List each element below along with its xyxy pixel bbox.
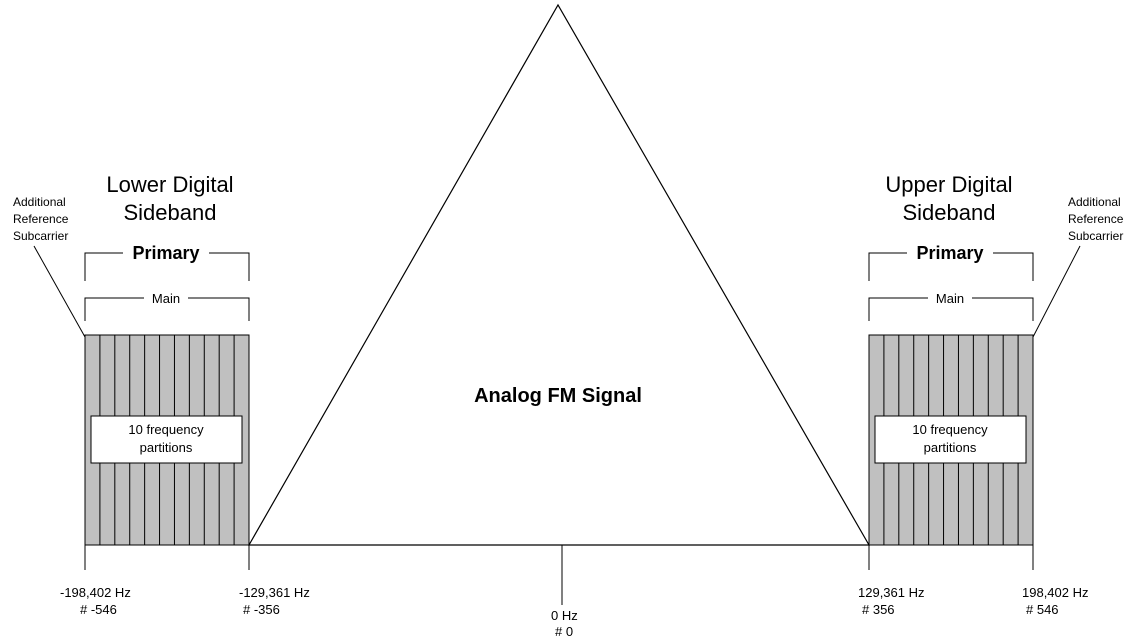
upper-inner-freq-label: 129,361 Hz: [858, 585, 925, 600]
upper-ref-label-line2: Reference: [1068, 212, 1124, 226]
center-freq-label: 0 Hz: [551, 608, 578, 623]
lower-ref-label-line1: Additional: [13, 195, 66, 209]
upper-inner-num-label: # 356: [862, 602, 895, 617]
lower-outer-num-label: # -546: [80, 602, 117, 617]
lower-ref-label-line2: Reference: [13, 212, 69, 226]
analog-fm-label: Analog FM Signal: [474, 385, 642, 407]
lower-ref-label-line3: Subcarrier: [13, 229, 68, 243]
upper-outer-freq-label: 198,402 Hz: [1022, 585, 1089, 600]
lower-partitions-label-line1: 10 frequency: [128, 422, 204, 437]
lower-primary-label: Primary: [132, 243, 199, 263]
upper-ref-pointer: [1032, 245, 1081, 338]
center-num-label: # 0: [555, 624, 573, 639]
lower-sideband-title-line1: Lower Digital: [106, 172, 233, 197]
lower-partitions-box: [90, 415, 243, 464]
lower-main-label: Main: [152, 291, 180, 306]
upper-primary-label: Primary: [916, 243, 983, 263]
analog-fm-triangle: [247, 3, 871, 546]
lower-partitions-label-line2: partitions: [140, 440, 193, 455]
lower-inner-freq-label: -129,361 Hz: [239, 585, 310, 600]
lower-main-label-bg: [144, 290, 188, 306]
lower-sideband-title-line2: Sideband: [124, 200, 217, 225]
upper-partitions-box: [874, 415, 1027, 464]
lower-ref-pointer: [33, 245, 86, 338]
upper-primary-label-bg: [907, 241, 993, 263]
upper-partitions-label-line2: partitions: [924, 440, 977, 455]
lower-primary-label-bg: [123, 241, 209, 263]
upper-main-label-bg: [928, 290, 972, 306]
upper-outer-num-label: # 546: [1026, 602, 1059, 617]
lower-inner-num-label: # -356: [243, 602, 280, 617]
upper-partitions-label-line1: 10 frequency: [912, 422, 988, 437]
upper-main-label: Main: [936, 291, 964, 306]
lower-outer-freq-label: -198,402 Hz: [60, 585, 131, 600]
upper-ref-label-line3: Subcarrier: [1068, 229, 1123, 243]
upper-sideband-title-line1: Upper Digital: [885, 172, 1012, 197]
upper-sideband-block: 10 frequency partitions: [868, 334, 1034, 546]
upper-sideband-title-line2: Sideband: [903, 200, 996, 225]
lower-sideband-block: 10 frequency partitions: [84, 334, 250, 546]
upper-ref-label-line1: Additional: [1068, 195, 1121, 209]
